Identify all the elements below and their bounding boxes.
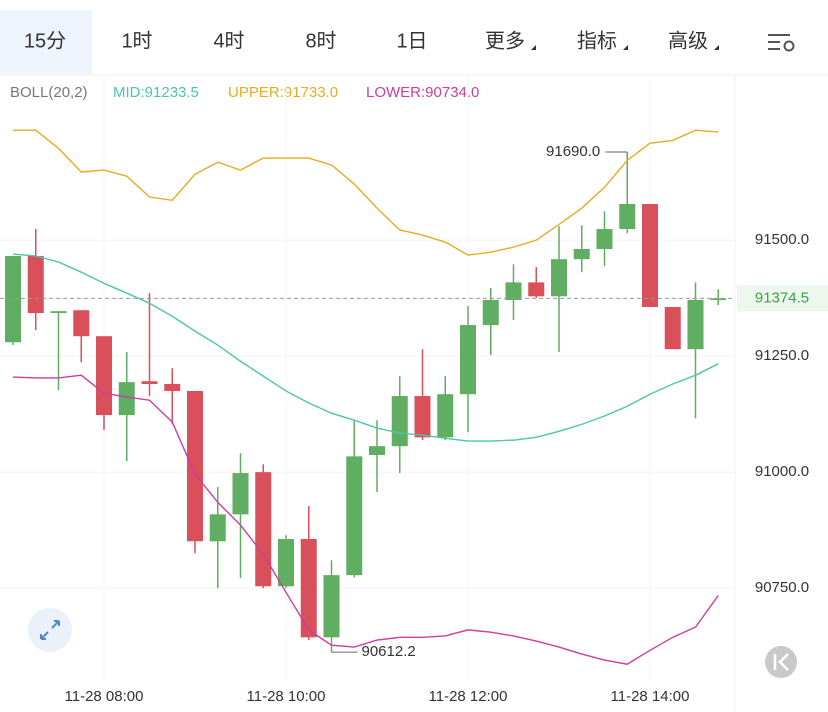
x-tick-label: 11-28 08:00 bbox=[65, 688, 144, 705]
candle-body bbox=[551, 259, 567, 297]
candle-body bbox=[73, 310, 90, 337]
tab[interactable]: 1日 bbox=[396, 30, 427, 52]
candle-body bbox=[710, 298, 727, 301]
candle-body bbox=[164, 383, 181, 391]
candle-body bbox=[596, 229, 613, 249]
candle-body bbox=[687, 300, 704, 350]
annotation-label: 90612.2 bbox=[362, 643, 416, 660]
tab[interactable]: 4时 bbox=[213, 29, 244, 52]
candle-body bbox=[300, 538, 317, 638]
tab[interactable]: 高级 bbox=[668, 29, 708, 52]
candle-body bbox=[50, 311, 67, 314]
tab[interactable]: 指标 bbox=[577, 29, 617, 52]
candle-body bbox=[323, 575, 340, 638]
legend-entry: LOWER:90734.0 bbox=[366, 84, 479, 101]
y-tick-label: 90750.0 bbox=[755, 579, 809, 596]
boll-line bbox=[12, 253, 719, 442]
y-tick-label: 91250.0 bbox=[755, 347, 809, 364]
candle-body bbox=[619, 203, 636, 230]
scroll-latest-button[interactable] bbox=[765, 646, 797, 678]
settings-icon[interactable] bbox=[768, 34, 795, 52]
candle-body bbox=[255, 472, 272, 587]
candle-body bbox=[414, 396, 431, 438]
legend-entry: MID:91233.5 bbox=[113, 84, 199, 101]
boll-line bbox=[13, 129, 719, 256]
candle-body bbox=[118, 382, 135, 416]
last-price-tag: 91374.5 bbox=[755, 289, 809, 306]
candle-body bbox=[232, 473, 249, 515]
candle-body bbox=[460, 325, 476, 395]
candle-body bbox=[505, 282, 522, 301]
y-tick-label: 91500.0 bbox=[755, 231, 809, 248]
candle-body bbox=[209, 514, 226, 542]
candle-body bbox=[528, 282, 545, 297]
tab[interactable]: 8时 bbox=[305, 29, 336, 52]
candle-body bbox=[141, 381, 158, 384]
candle-body bbox=[27, 255, 44, 314]
candle-body bbox=[573, 248, 590, 260]
candle-body bbox=[278, 538, 294, 587]
active-tab-bg bbox=[0, 10, 92, 74]
candle-body bbox=[664, 306, 681, 350]
candle-body bbox=[346, 456, 363, 576]
tab[interactable]: 1时 bbox=[121, 29, 152, 52]
x-tick-label: 11-28 10:00 bbox=[247, 688, 326, 705]
x-tick-label: 11-28 12:00 bbox=[429, 688, 508, 705]
tab[interactable]: 更多 bbox=[485, 29, 525, 52]
candle-body bbox=[187, 390, 203, 542]
y-tick-label: 91000.0 bbox=[755, 463, 809, 480]
dropdown-caret bbox=[531, 45, 536, 50]
candle-body bbox=[437, 394, 454, 438]
candle-body bbox=[482, 300, 499, 326]
x-tick-label: 11-28 14:00 bbox=[611, 688, 690, 705]
candle-body bbox=[391, 396, 408, 447]
tab[interactable]: 15分 bbox=[24, 29, 66, 52]
candle-body bbox=[5, 255, 21, 343]
expand-button[interactable] bbox=[28, 608, 72, 652]
last-price-tag-bg bbox=[737, 285, 828, 312]
annotation-label: 91690.0 bbox=[546, 143, 600, 160]
candle-body bbox=[96, 336, 112, 416]
indicator-label: BOLL(20,2) bbox=[10, 84, 88, 101]
legend-entry: UPPER:91733.0 bbox=[228, 84, 338, 101]
boll-line bbox=[12, 374, 719, 665]
candle-body bbox=[369, 446, 385, 455]
dropdown-caret bbox=[623, 45, 628, 50]
candle-body bbox=[642, 203, 658, 307]
dropdown-caret bbox=[714, 45, 719, 50]
